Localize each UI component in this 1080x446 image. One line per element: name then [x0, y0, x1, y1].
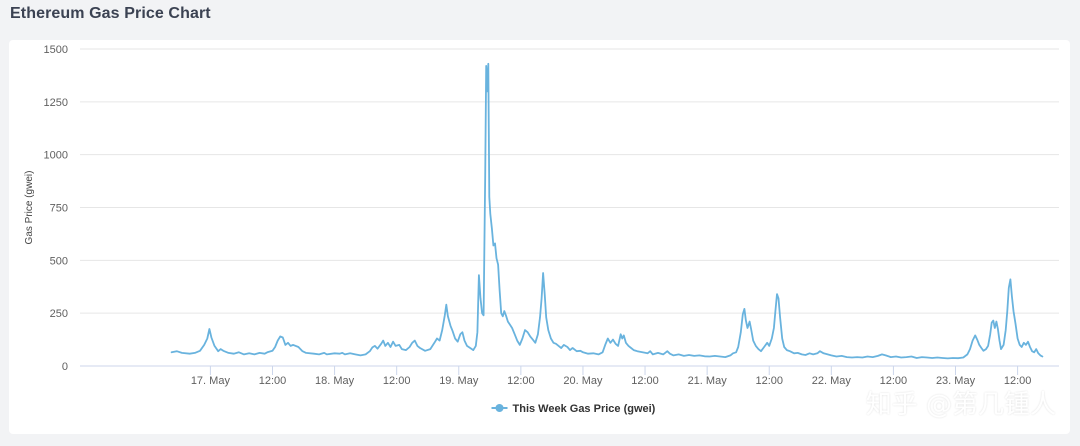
- gas-price-chart: 0 250 500 750 1000 1250 1500 17. May 12:00 18. Ma…: [24, 44, 1059, 415]
- y-tick-label: 1000: [44, 150, 68, 162]
- x-tick-label: 18. May: [315, 375, 355, 387]
- chart-card: 0 250 500 750 1000 1250 1500 17. May 12:00 18. Ma…: [9, 40, 1070, 434]
- y-axis-title: Gas Price (gwei): [24, 171, 35, 245]
- x-tick-label: 12:00: [383, 375, 411, 387]
- x-tick-label: 12:00: [880, 375, 908, 387]
- page-title: Ethereum Gas Price Chart: [10, 5, 211, 22]
- y-tick-label: 500: [50, 255, 68, 267]
- x-tick-label: 23. May: [936, 375, 976, 387]
- x-tick-label: 19. May: [439, 375, 479, 387]
- y-tick-label: 250: [50, 308, 68, 320]
- y-tick-label: 1500: [44, 44, 68, 56]
- y-tick-label: 750: [50, 203, 68, 215]
- x-tick-label: 22. May: [812, 375, 852, 387]
- x-tick-label: 21. May: [688, 375, 728, 387]
- x-tick-label: 12:00: [755, 375, 783, 387]
- legend-label: This Week Gas Price (gwei): [513, 403, 656, 415]
- x-tick-label: 12:00: [631, 375, 659, 387]
- y-tick-label: 1250: [44, 97, 68, 109]
- legend-marker: [495, 404, 504, 412]
- x-tick-label: 17. May: [191, 375, 231, 387]
- x-tick-label: 12:00: [259, 375, 287, 387]
- y-tick-label: 0: [62, 361, 68, 373]
- x-tick-label: 12:00: [1004, 375, 1032, 387]
- watermark-text: 知乎 @第几锺人: [865, 390, 1056, 420]
- x-tick-label: 20. May: [563, 375, 603, 387]
- series-line: [170, 62, 1044, 360]
- x-tick-label: 12:00: [507, 375, 535, 387]
